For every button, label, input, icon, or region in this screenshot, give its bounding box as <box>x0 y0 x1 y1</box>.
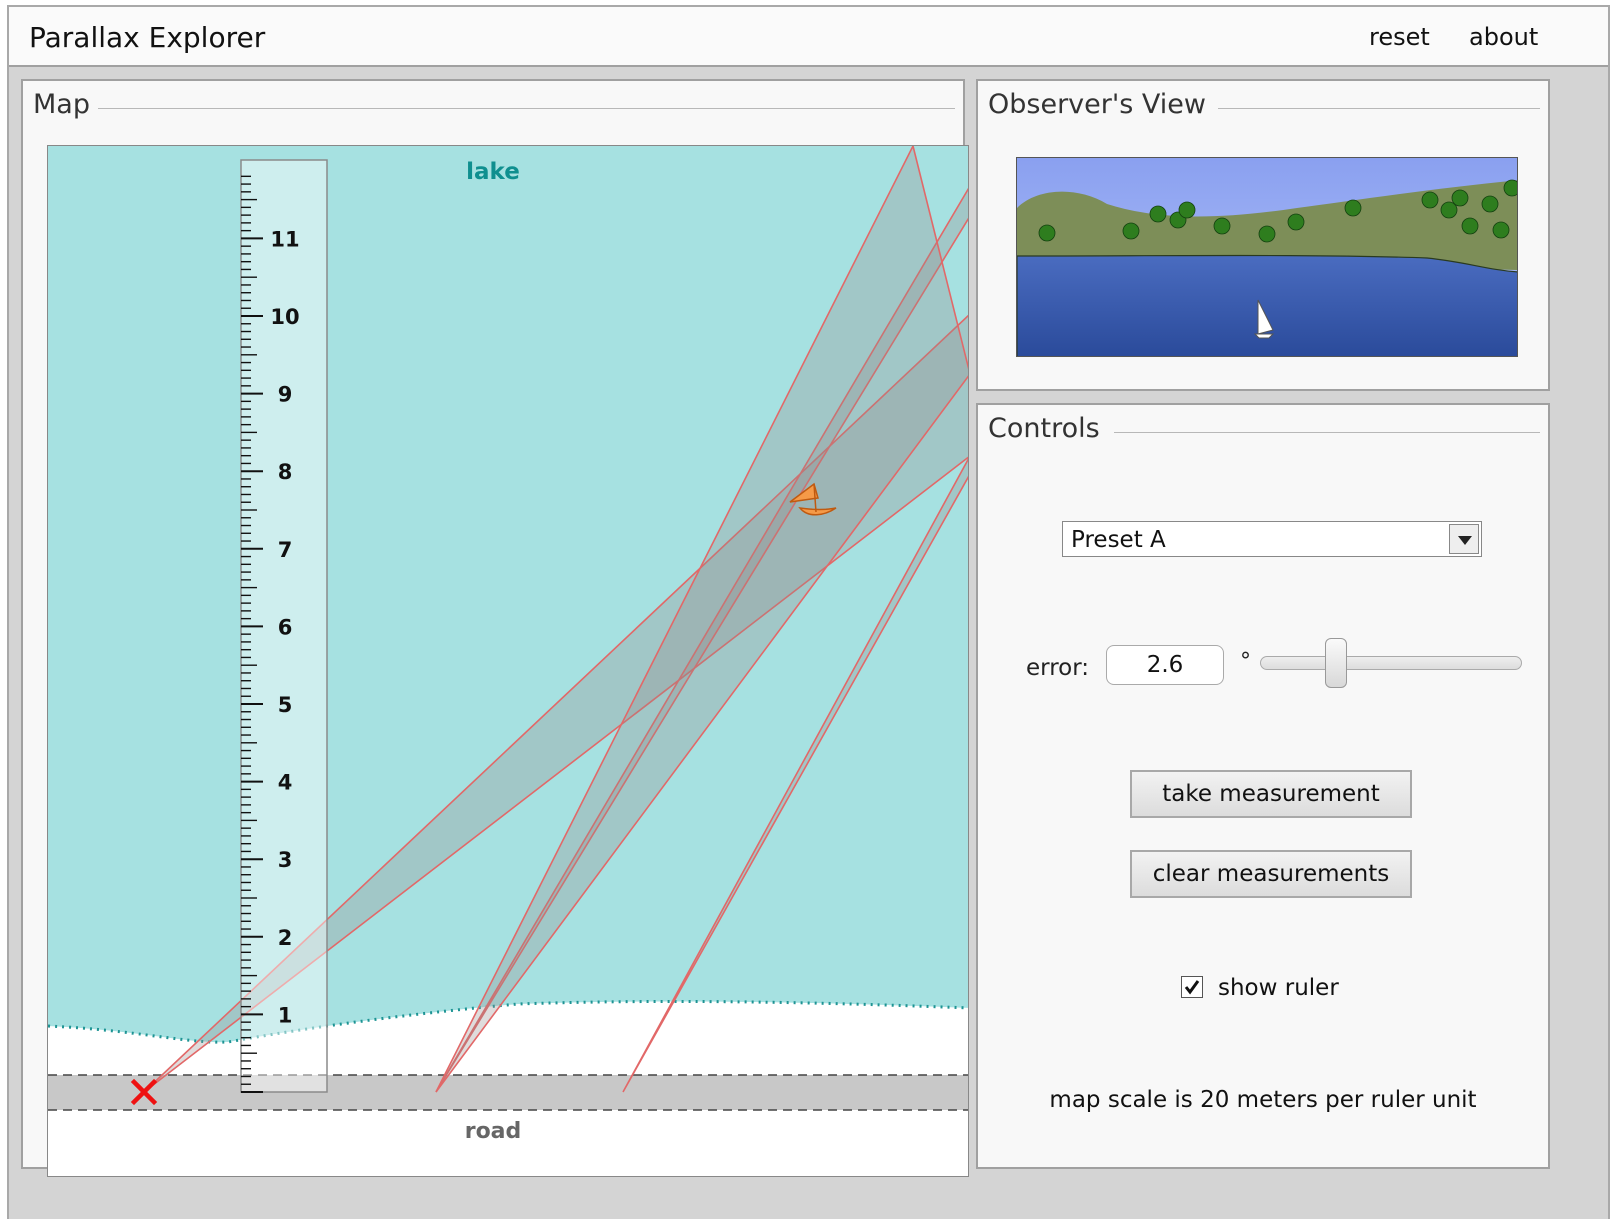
observer-view-panel: Observer's View <box>976 79 1550 391</box>
sight-wedge-4 <box>622 457 968 1093</box>
app-title: Parallax Explorer <box>29 21 266 54</box>
measurement-wedges <box>143 146 968 1093</box>
lake-label: lake <box>466 159 520 185</box>
boat-icon[interactable] <box>789 482 837 516</box>
reset-link[interactable]: reset <box>1369 23 1430 51</box>
error-slider-track[interactable] <box>1260 656 1522 670</box>
observer-view-image <box>1016 157 1518 357</box>
degree-symbol: ° <box>1240 649 1251 674</box>
ruler-number-label: 1 <box>278 1003 293 1027</box>
error-label: error: <box>1026 655 1090 681</box>
sailboat-icon <box>1253 299 1275 339</box>
sight-wedge-2 <box>435 187 968 1093</box>
ruler-number-label: 3 <box>278 848 293 872</box>
ruler-number-label: 9 <box>278 383 293 407</box>
map-svg[interactable]: road lake 1 2 3 4 5 6 7 8 9 10 11 <box>48 146 969 1177</box>
ruler-number-label: 10 <box>270 305 299 329</box>
map-canvas[interactable]: road lake 1 2 3 4 5 6 7 8 9 10 11 <box>47 145 969 1177</box>
take-measurement-button[interactable]: take measurement <box>1130 770 1412 818</box>
controls-title: Controls <box>988 413 1108 444</box>
app-window: Parallax Explorer reset about Map <box>7 5 1610 1219</box>
map-scale-text: map scale is 20 meters per ruler unit <box>1049 1087 1477 1113</box>
road-strip <box>48 1075 968 1110</box>
ruler-number-label: 6 <box>278 615 293 639</box>
sight-wedge-3 <box>435 146 968 1093</box>
sight-wedge-1 <box>143 314 968 1093</box>
ruler-number-label: 2 <box>278 926 293 950</box>
ruler-number-label: 4 <box>278 771 293 795</box>
observer-view-rule <box>1218 108 1540 109</box>
ruler[interactable]: 1 2 3 4 5 6 7 8 9 10 11 <box>240 159 328 1093</box>
map-panel-rule <box>95 108 955 109</box>
error-slider-thumb[interactable] <box>1325 638 1347 688</box>
map-panel-title: Map <box>33 89 98 120</box>
observer-marker-icon[interactable] <box>130 1078 158 1106</box>
checkmark-icon <box>1184 980 1200 995</box>
main-area: Map road lake <box>9 67 1608 1219</box>
lake-area <box>48 146 968 1043</box>
chevron-down-icon[interactable] <box>1449 524 1479 554</box>
observer-view-title: Observer's View <box>988 89 1215 120</box>
lake-water <box>1017 254 1517 356</box>
show-ruler-checkbox[interactable] <box>1181 976 1203 998</box>
map-panel: Map road lake <box>21 79 969 1177</box>
clear-measurements-button[interactable]: clear measurements <box>1130 850 1412 898</box>
about-link[interactable]: about <box>1469 23 1539 51</box>
title-bar: Parallax Explorer reset about <box>9 7 1608 67</box>
controls-rule <box>1114 432 1540 433</box>
ruler-number-label: 8 <box>278 460 293 484</box>
preset-dropdown[interactable]: Preset A <box>1062 521 1482 557</box>
tree-icons <box>1038 179 1517 243</box>
ruler-number-label: 11 <box>270 227 299 251</box>
show-ruler-label: show ruler <box>1218 975 1339 1001</box>
ruler-number-label: 7 <box>278 538 293 562</box>
controls-panel: Controls Preset A error: 2.6 ° take meas… <box>976 403 1550 1169</box>
error-input[interactable]: 2.6 <box>1106 645 1224 685</box>
preset-selected-value: Preset A <box>1071 527 1166 553</box>
hills <box>1017 180 1517 270</box>
road-label: road <box>465 1119 522 1144</box>
ruler-number-label: 5 <box>278 693 293 717</box>
